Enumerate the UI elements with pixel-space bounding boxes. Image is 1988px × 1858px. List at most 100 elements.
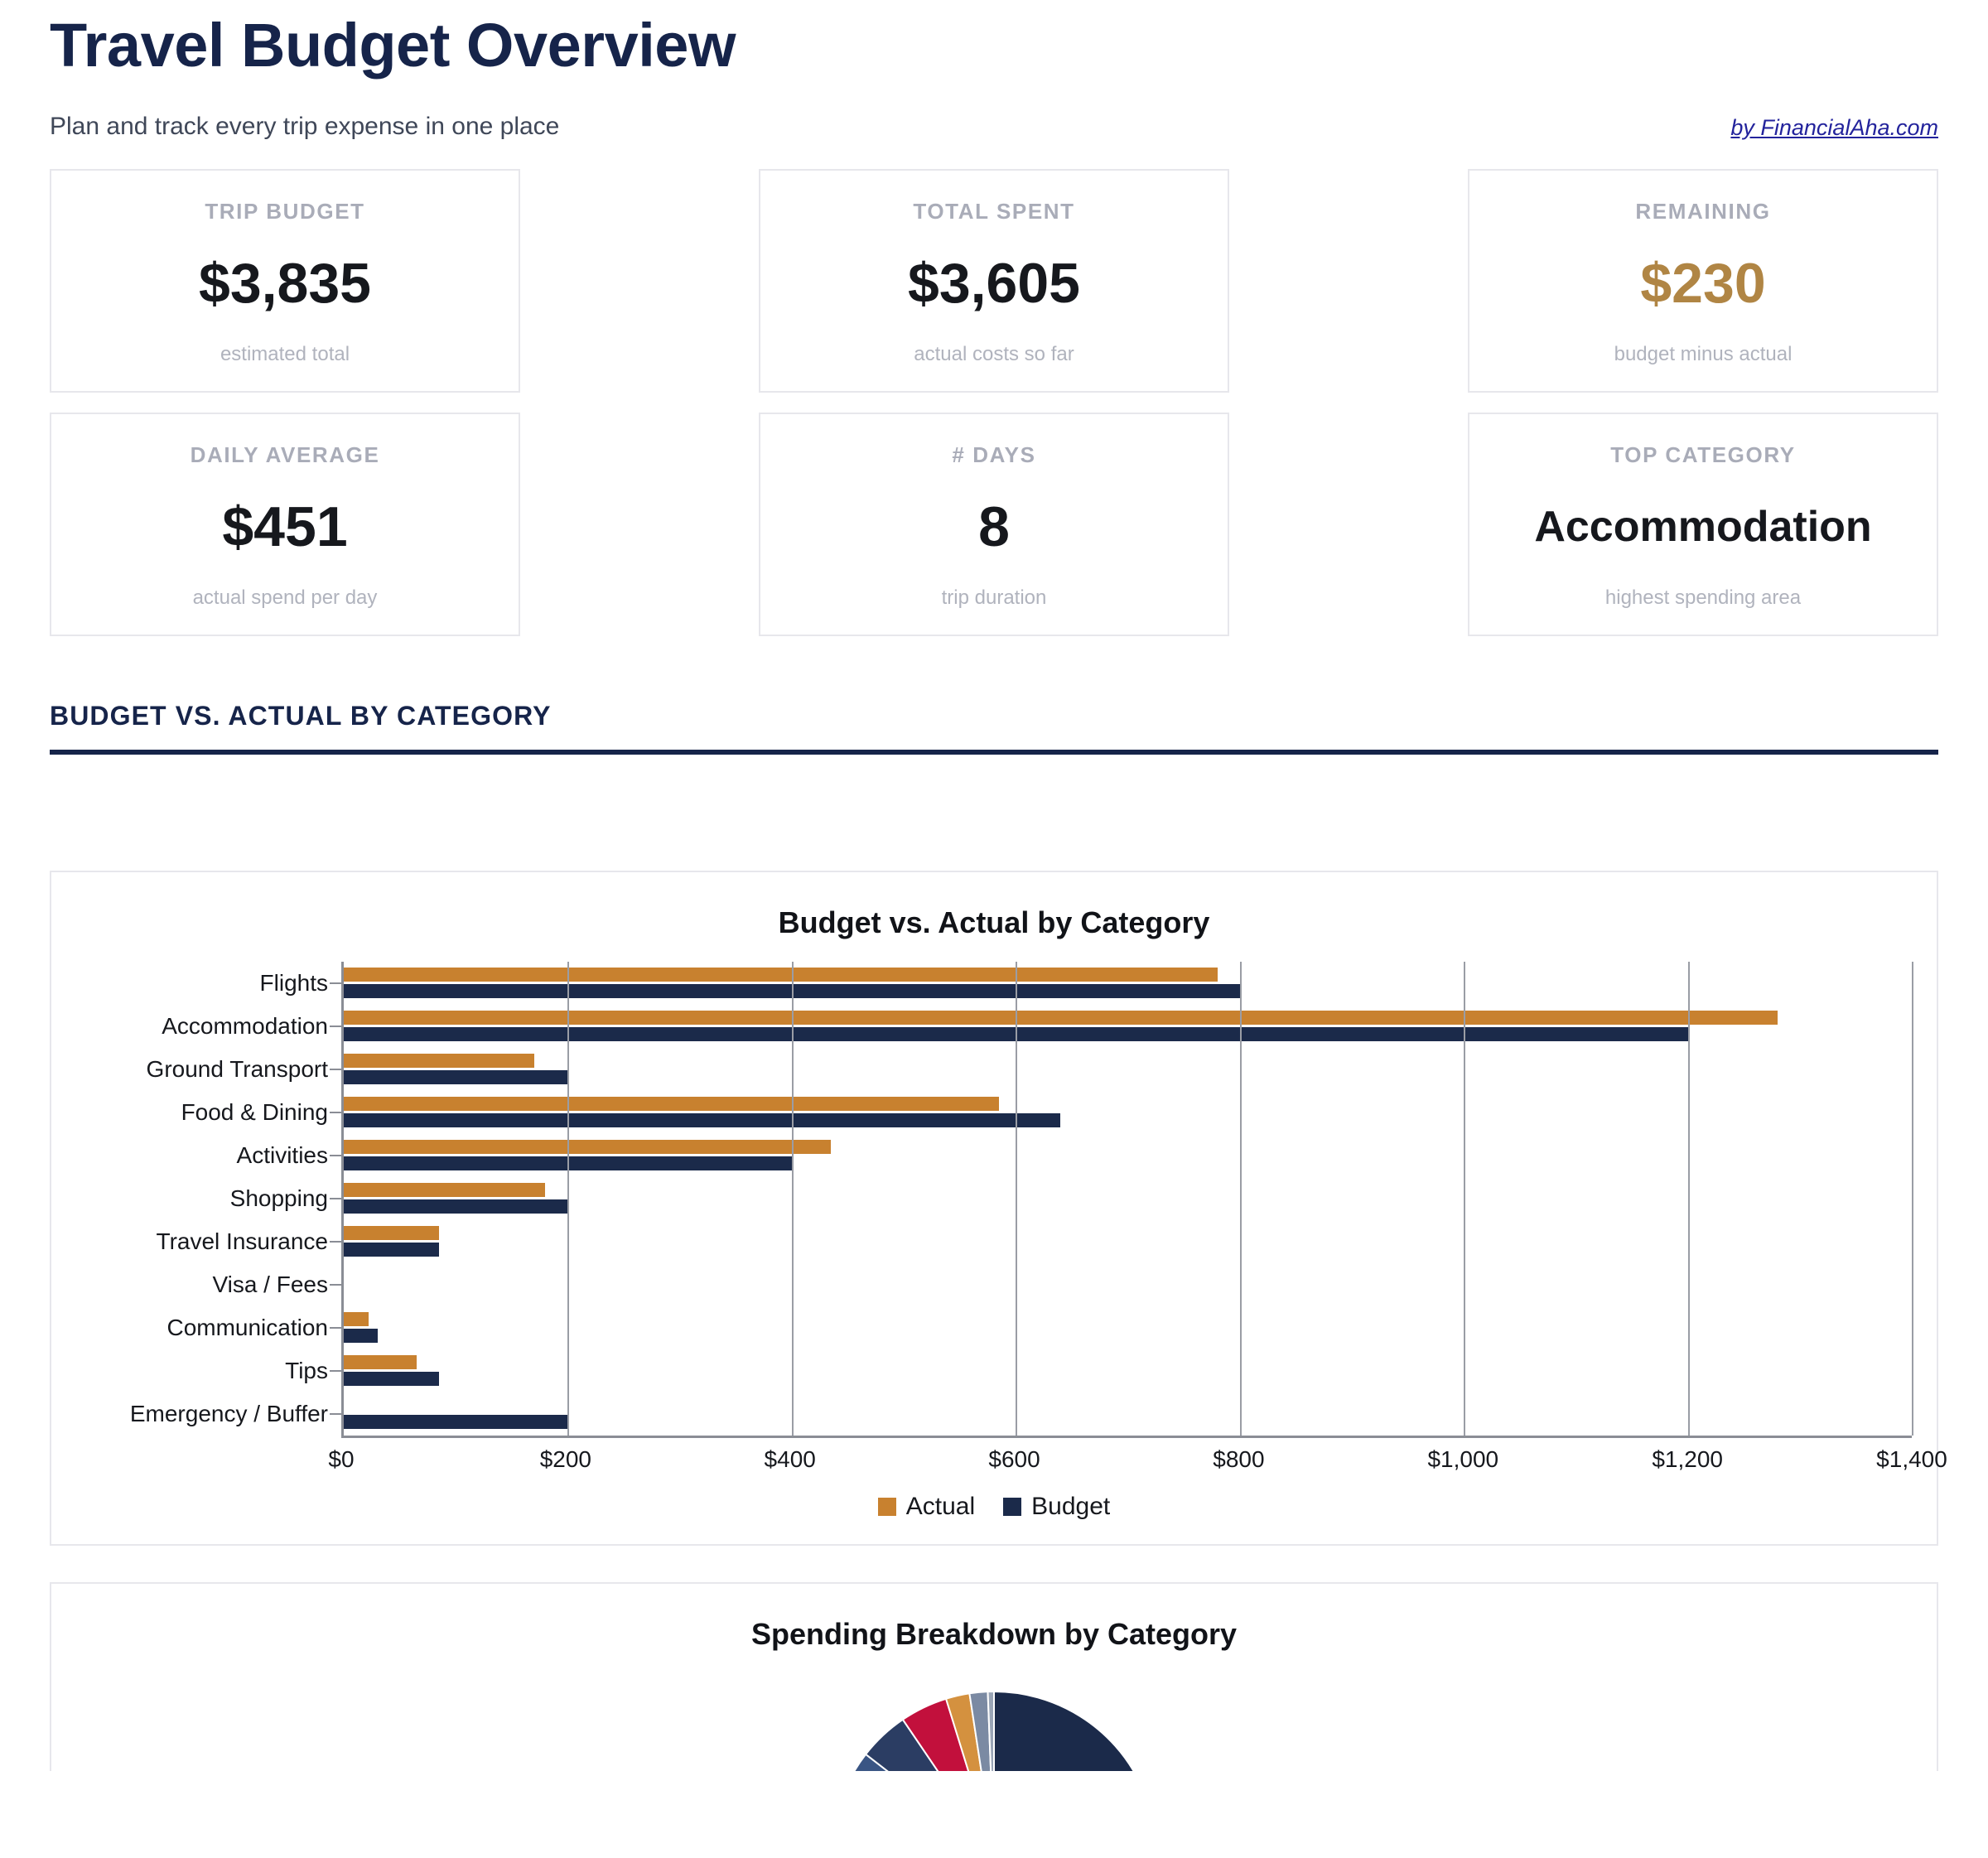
bar-budget bbox=[344, 1112, 1061, 1127]
bar-chart-x-tick-label: $600 bbox=[988, 1445, 1040, 1472]
bar-chart-tick bbox=[330, 1154, 341, 1156]
kpi-card-days: # DAYS 8 trip duration bbox=[759, 412, 1229, 636]
bar-actual bbox=[344, 1010, 1778, 1025]
credit-link[interactable]: by FinancialAha.com bbox=[1730, 114, 1938, 140]
bar-chart-x-tick-label: $1,400 bbox=[1876, 1445, 1947, 1472]
bar-chart-row bbox=[344, 1220, 1912, 1263]
kpi-note: trip duration bbox=[941, 586, 1047, 609]
bar-actual bbox=[344, 1096, 999, 1111]
page-root: Travel Budget Overview Plan and track ev… bbox=[50, 11, 1947, 1771]
bar-chart-x-tick-label: $200 bbox=[539, 1445, 591, 1472]
bar-chart-tick bbox=[330, 1197, 341, 1199]
bar-actual bbox=[344, 1182, 546, 1197]
kpi-card-trip-budget: TRIP BUDGET $3,835 estimated total bbox=[50, 168, 520, 393]
bar-chart-gridline bbox=[567, 961, 570, 1436]
legend-swatch-icon bbox=[1003, 1497, 1022, 1516]
bar-budget bbox=[344, 1328, 378, 1343]
kpi-value: $230 bbox=[1640, 252, 1766, 316]
kpi-label: DAILY AVERAGE bbox=[190, 442, 380, 467]
bar-actual bbox=[344, 967, 1218, 982]
kpi-grid: TRIP BUDGET $3,835 estimated total TOTAL… bbox=[50, 168, 1938, 636]
bar-chart-category-label: Communication bbox=[166, 1314, 328, 1340]
bar-actual bbox=[344, 1311, 369, 1326]
section-divider bbox=[50, 749, 1938, 755]
bar-chart-category-label: Tips bbox=[285, 1357, 328, 1383]
bar-chart-title: Budget vs. Actual by Category bbox=[778, 905, 1210, 939]
kpi-label: TOP CATEGORY bbox=[1610, 442, 1796, 467]
bar-chart-plot: Flights Accommodation Ground Transport Food… bbox=[76, 961, 1913, 1436]
bar-chart-row bbox=[344, 1306, 1912, 1349]
kpi-note: actual costs so far bbox=[914, 342, 1074, 365]
kpi-note: actual spend per day bbox=[192, 586, 378, 609]
kpi-label: TRIP BUDGET bbox=[205, 198, 365, 224]
kpi-value: $3,605 bbox=[908, 252, 1080, 316]
bar-chart-category-label: Accommodation bbox=[162, 1012, 328, 1039]
pie-chart-clip bbox=[828, 1688, 1160, 1771]
bar-actual bbox=[344, 1053, 534, 1068]
bar-budget bbox=[344, 1199, 568, 1214]
bar-chart-tick bbox=[330, 1326, 341, 1329]
bar-chart-category-label: Activities bbox=[236, 1141, 328, 1168]
kpi-note: budget minus actual bbox=[1614, 342, 1793, 365]
kpi-card-daily-average: DAILY AVERAGE $451 actual spend per day bbox=[50, 412, 520, 636]
kpi-label: REMAINING bbox=[1635, 198, 1771, 224]
bar-chart-x-axis-line bbox=[341, 1435, 1912, 1438]
pie-chart-svg bbox=[853, 1690, 1135, 1771]
bar-budget bbox=[344, 1414, 568, 1429]
bar-chart-category-label: Food & Dining bbox=[181, 1098, 328, 1125]
bar-chart-category-label: Shopping bbox=[229, 1185, 328, 1211]
bar-chart-x-axis-labels: $0 $200 $400 $600 $800 $1,000 $1,200 $1,400 bbox=[328, 1438, 1947, 1484]
bar-chart-category-label: Flights bbox=[259, 969, 328, 996]
bar-chart-tick bbox=[330, 1025, 341, 1027]
bar-chart-category-label: Visa / Fees bbox=[212, 1271, 328, 1297]
bar-chart-tick bbox=[330, 1369, 341, 1372]
bar-actual bbox=[344, 1225, 439, 1240]
legend-swatch-icon bbox=[877, 1497, 896, 1516]
legend-item[interactable]: Budget bbox=[1003, 1493, 1110, 1521]
kpi-card-remaining: REMAINING $230 budget minus actual bbox=[1468, 168, 1938, 393]
page-title: Travel Budget Overview bbox=[50, 11, 736, 80]
legend-item[interactable]: Actual bbox=[877, 1492, 976, 1521]
bar-budget bbox=[344, 1242, 439, 1257]
bar-actual bbox=[344, 1354, 417, 1369]
bar-chart-tick bbox=[330, 1412, 341, 1415]
bar-chart-row bbox=[344, 962, 1912, 1005]
kpi-card-total-spent: TOTAL SPENT $3,605 actual costs so far bbox=[759, 168, 1229, 393]
bar-chart-gridline bbox=[1687, 961, 1690, 1436]
pie-chart-title: Spending Breakdown by Category bbox=[750, 1616, 1238, 1651]
legend-label: Actual bbox=[905, 1492, 976, 1520]
kpi-value: $451 bbox=[222, 495, 348, 559]
kpi-value: $3,835 bbox=[199, 252, 371, 316]
kpi-value: Accommodation bbox=[1534, 503, 1872, 552]
bar-chart-tick bbox=[330, 982, 341, 984]
pie-slice bbox=[853, 1753, 889, 1771]
kpi-note: estimated total bbox=[220, 342, 350, 365]
bar-chart-category-axis: Flights Accommodation Ground Transport Food… bbox=[76, 962, 341, 1436]
bar-chart-gridline bbox=[1016, 961, 1018, 1436]
section-title: BUDGET VS. ACTUAL BY CATEGORY bbox=[50, 700, 552, 731]
bar-chart-x-tick-label: $0 bbox=[328, 1445, 355, 1472]
legend-label: Budget bbox=[1031, 1492, 1111, 1520]
bar-chart-category-label: Emergency / Buffer bbox=[129, 1400, 328, 1426]
bar-chart-row bbox=[344, 1392, 1912, 1436]
bar-chart-x-tick-label: $1,200 bbox=[1652, 1445, 1723, 1472]
bar-chart-tick bbox=[330, 1240, 341, 1243]
bar-chart-row bbox=[344, 1177, 1912, 1220]
bar-chart-row bbox=[344, 1005, 1912, 1048]
pie-slice bbox=[993, 1690, 1135, 1771]
bar-chart-x-tick-label: $800 bbox=[1213, 1445, 1265, 1472]
bar-chart-gridline bbox=[791, 961, 794, 1436]
bar-chart-category-label: Travel Insurance bbox=[156, 1228, 329, 1254]
bar-budget bbox=[344, 1371, 439, 1386]
kpi-card-top-category: TOP CATEGORY Accommodation highest spend… bbox=[1468, 412, 1938, 636]
bar-actual bbox=[344, 1139, 832, 1154]
bar-chart-gridline bbox=[1912, 961, 1913, 1436]
kpi-label: # DAYS bbox=[952, 442, 1036, 467]
pie-slice bbox=[987, 1690, 995, 1771]
bar-chart-gridline bbox=[1239, 961, 1242, 1436]
bar-chart-x-tick-label: $400 bbox=[764, 1445, 816, 1472]
bar-chart-card: Budget vs. Actual by Category Flights Acc… bbox=[50, 870, 1947, 1546]
bar-chart-tick bbox=[330, 1283, 341, 1286]
bar-chart-tick bbox=[330, 1068, 341, 1070]
kpi-value: 8 bbox=[978, 495, 1010, 559]
